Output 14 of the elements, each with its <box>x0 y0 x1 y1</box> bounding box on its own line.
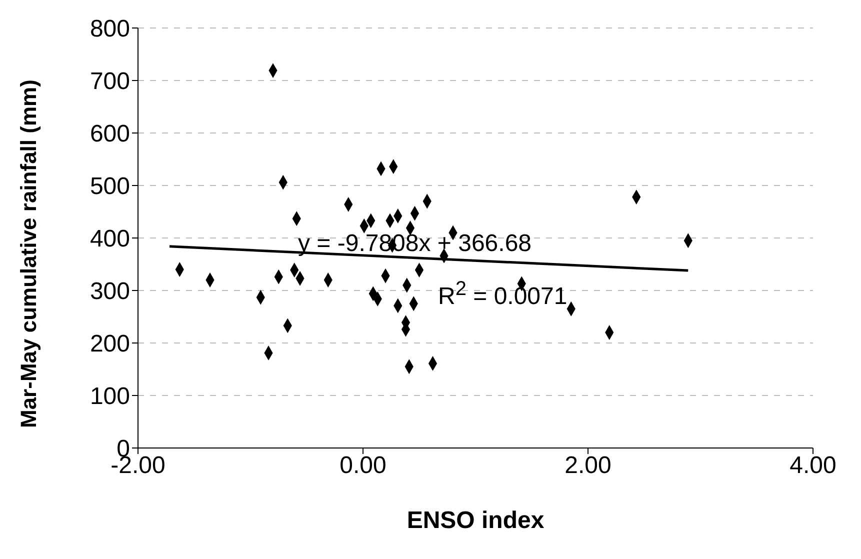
y-tick-label: 200 <box>90 330 130 358</box>
y-tick-label: 700 <box>90 68 130 96</box>
y-tick-label: 100 <box>90 383 130 410</box>
annotation: R$^{2}$ = 0.0071 <box>438 278 568 311</box>
x-tick-label: 4.00 <box>790 452 836 480</box>
x-axis-title: ENSO index <box>406 507 545 534</box>
x-tick-label: 0.00 <box>340 452 386 480</box>
y-tick-label: 600 <box>90 120 130 148</box>
y-axis-title: Mar-May cumulative rainfall (mm) <box>16 80 41 428</box>
y-tick-label: 400 <box>90 226 130 253</box>
x-tick-label: 2.00 <box>564 452 612 480</box>
y-tick-label: 500 <box>90 173 130 200</box>
y-tick-label: 800 <box>90 16 130 43</box>
y-tick-label: 300 <box>90 278 130 306</box>
